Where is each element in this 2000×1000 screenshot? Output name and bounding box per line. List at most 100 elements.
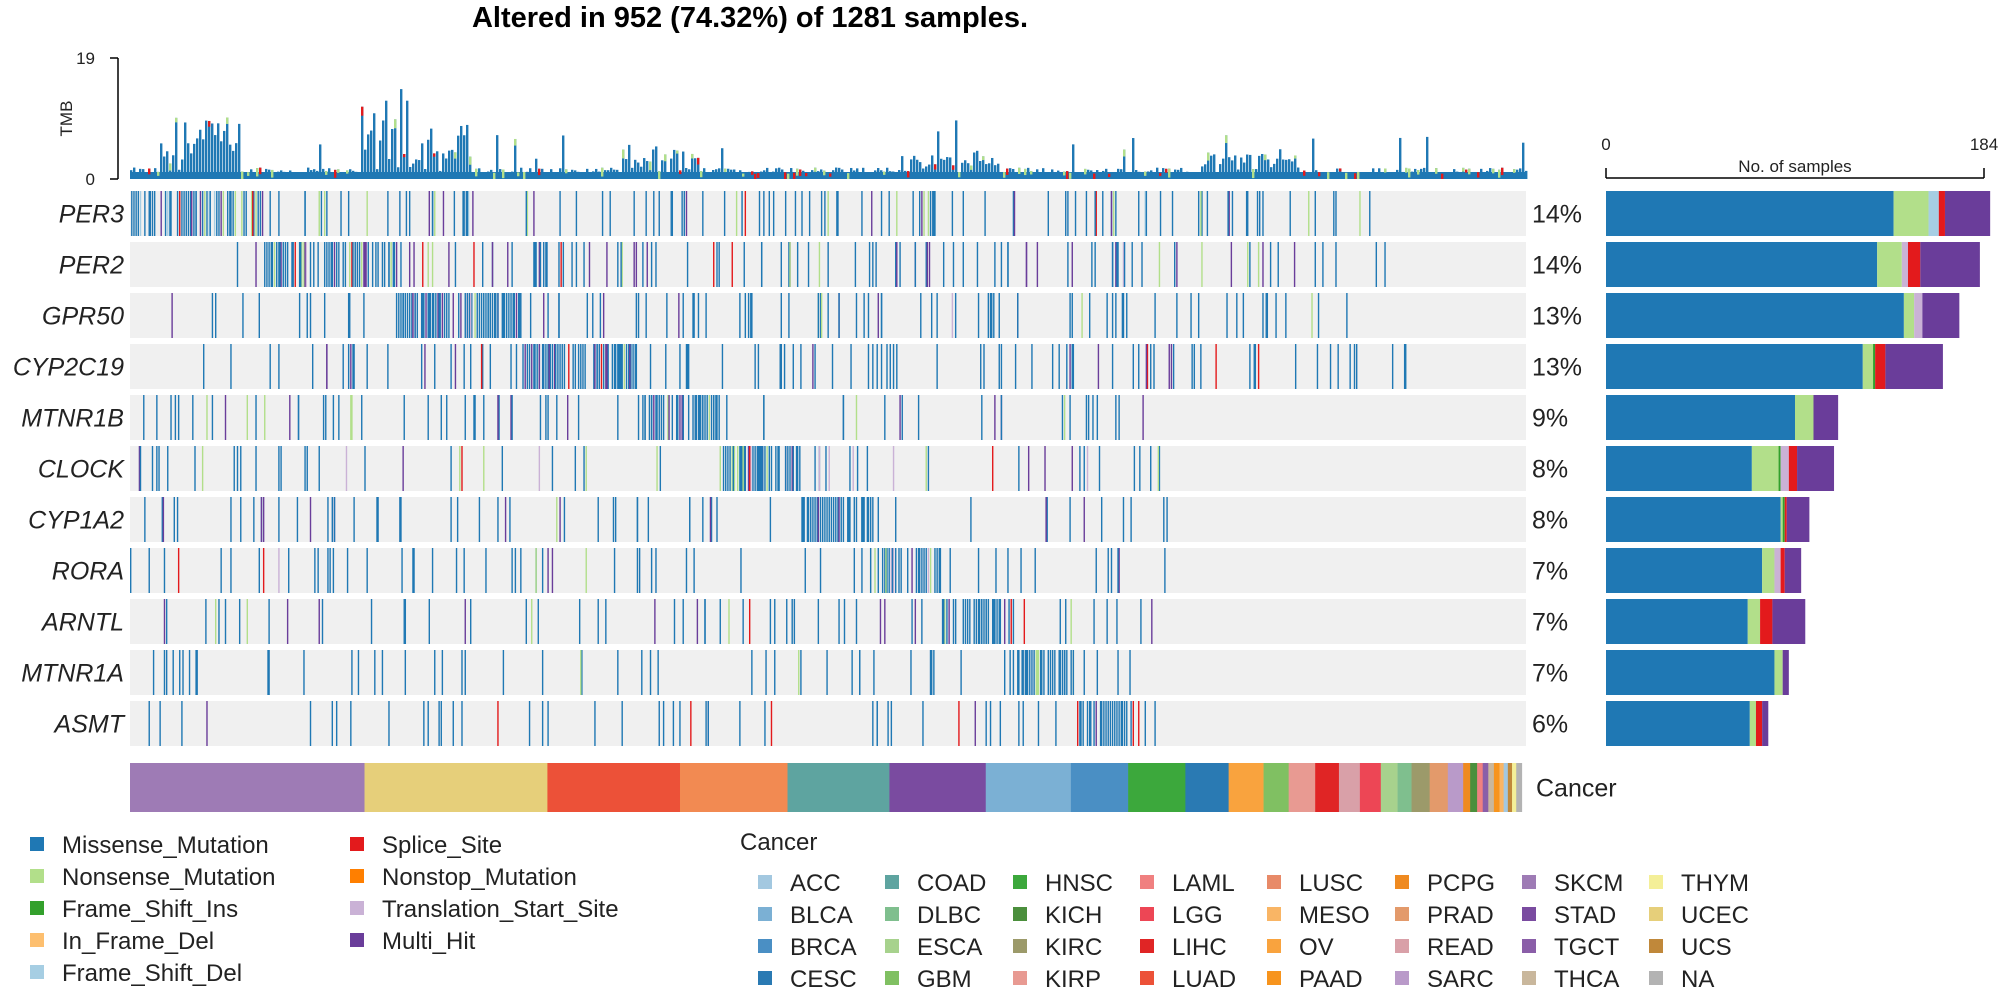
mutation-cell [872, 701, 874, 746]
mutation-cell [271, 242, 274, 287]
mutation-cell [366, 191, 368, 236]
tmb-bar [220, 141, 223, 179]
mutation-cell [609, 191, 611, 236]
mutation-cell [693, 293, 695, 338]
mutation-cell [818, 242, 821, 287]
tmb-bar [226, 117, 229, 179]
mutation-cell [686, 344, 689, 389]
mutation-cell [618, 344, 620, 389]
mutation-cell [541, 701, 544, 746]
mutation-cell [621, 242, 623, 287]
mutation-cell [408, 242, 411, 287]
tmb-bar [598, 171, 601, 179]
mutation-cell [1085, 191, 1088, 236]
matrix-row-background [130, 446, 1526, 491]
mutation-cell [236, 242, 239, 287]
mutation-cell [366, 548, 368, 593]
mutation-cell [306, 446, 308, 491]
mutation-cell [246, 599, 249, 644]
mutation-cell [685, 191, 688, 236]
tmb-bar-segment [475, 168, 478, 177]
mutation-cell [854, 242, 857, 287]
mutation-cell [450, 497, 452, 542]
tmb-bar [1309, 172, 1312, 179]
mutation-cell [199, 191, 202, 236]
mutation-cell [892, 344, 895, 389]
mutation-cell [474, 293, 476, 338]
mutation-cell [1314, 242, 1316, 287]
cancer-legend-swatch [1140, 907, 1154, 921]
mutation-cell [340, 191, 342, 236]
mutation-cell [332, 548, 335, 593]
cancer-segment-brca [1070, 763, 1129, 812]
tmb-bar [262, 173, 265, 179]
variant-legend-label: Multi_Hit [382, 928, 476, 955]
mutation-cell [1007, 548, 1009, 593]
mutation-cell [623, 344, 626, 389]
mutation-cell [768, 191, 771, 236]
mutation-cell [923, 191, 925, 236]
mutation-cell [1012, 599, 1015, 644]
mutation-cell [177, 395, 180, 440]
tmb-bar-segment [751, 171, 754, 175]
tmb-bar [430, 128, 433, 179]
mutation-cell [446, 293, 448, 338]
mutation-cell [401, 548, 403, 593]
mutation-cell [650, 242, 653, 287]
cancer-segment-ucs [1507, 763, 1513, 812]
mutation-cell [635, 293, 638, 338]
mutation-cell [541, 344, 544, 389]
mutation-cell [1010, 599, 1012, 644]
barplot-segment [1782, 650, 1789, 695]
tmb-bar [712, 169, 715, 179]
cancer-segment-read [1338, 763, 1361, 812]
mutation-cell [1227, 191, 1229, 236]
tmb-bar [1267, 159, 1270, 179]
mutation-cell [460, 293, 462, 338]
gene-label: GPR50 [42, 303, 124, 331]
mutation-cell [1061, 650, 1064, 695]
tmb-bar [748, 171, 751, 179]
mutation-cell [762, 446, 764, 491]
tmb-bar [877, 168, 880, 179]
mutation-cell [1089, 701, 1091, 746]
mutation-cell [632, 344, 634, 389]
tmb-bar [625, 159, 628, 179]
mutation-cell [710, 497, 713, 542]
mutation-cell [331, 242, 334, 287]
mutation-cell [216, 191, 218, 236]
variant-legend-label: Nonsense_Mutation [62, 864, 275, 891]
mutation-cell [881, 548, 884, 593]
mutation-cell [278, 191, 280, 236]
mutation-cell [740, 548, 742, 593]
mutation-cell [1247, 242, 1249, 287]
tmb-bar [814, 167, 817, 179]
tmb-bar [1270, 167, 1273, 179]
mutation-cell [232, 191, 234, 236]
barplot-segment [1774, 548, 1781, 593]
cancer-legend-swatch [1522, 875, 1536, 889]
tmb-bar [553, 172, 556, 179]
mutation-cell [434, 191, 436, 236]
mutation-cell [597, 497, 599, 542]
cancer-legend-label: KIRP [1045, 966, 1101, 993]
mutation-cell [574, 446, 577, 491]
mutation-cell [1012, 650, 1015, 695]
tmb-bar-segment [208, 120, 211, 127]
mutation-cell [262, 548, 265, 593]
tmb-bar [721, 148, 724, 179]
legends: Missense_MutationNonsense_MutationFrame_… [30, 829, 1749, 993]
tmb-bar [400, 89, 403, 179]
tmb-bar [1000, 172, 1003, 179]
barplot-segment [1813, 395, 1839, 440]
mutation-cell [763, 191, 765, 236]
tmb-bar [841, 169, 844, 179]
tmb-bar [187, 143, 190, 179]
tmb-bar-segment [1501, 167, 1504, 176]
mutation-cell [556, 497, 558, 542]
tmb-bar-segment [1123, 149, 1126, 157]
mutation-cell [455, 548, 458, 593]
tmb-bar [583, 172, 586, 179]
variant-legend-swatch [350, 901, 364, 915]
tmb-bar [1243, 162, 1246, 179]
